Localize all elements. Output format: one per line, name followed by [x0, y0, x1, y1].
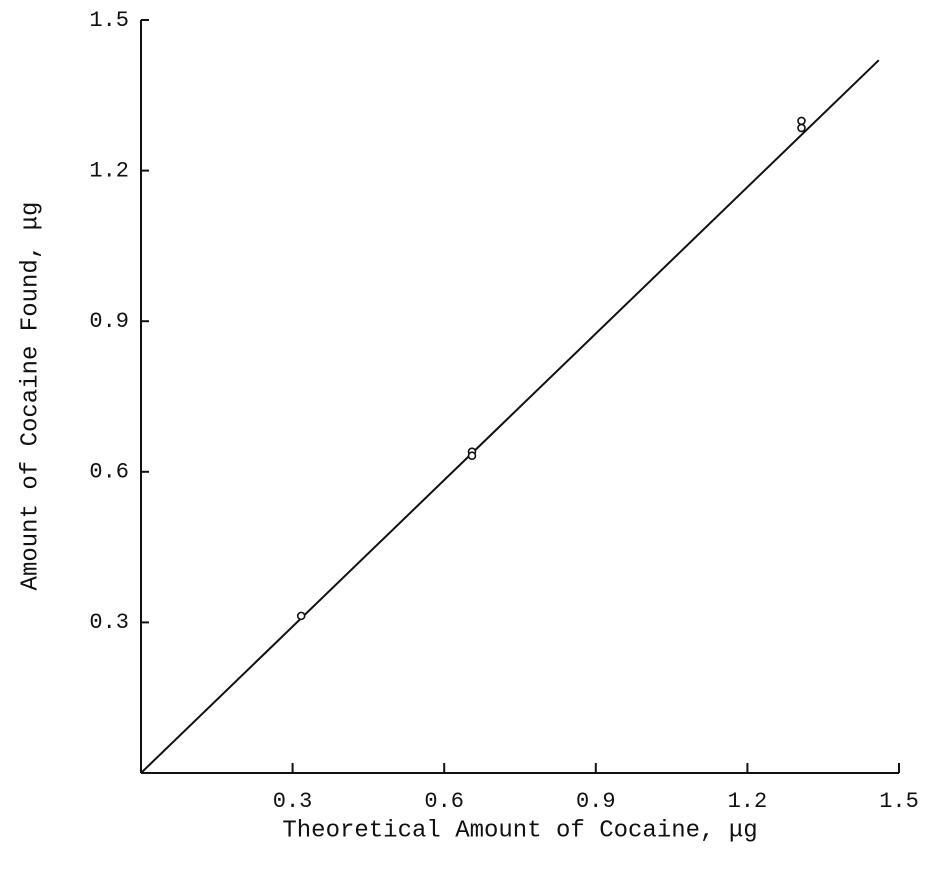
- data-point: [797, 123, 806, 133]
- y-tick-label: 1.2: [89, 158, 129, 183]
- y-axis-label: Amount of Cocaine Found, μg: [17, 202, 44, 591]
- data-point: [296, 611, 306, 621]
- x-tick-label: 0.9: [576, 789, 616, 814]
- y-tick-label: 0.9: [89, 309, 129, 334]
- y-tick-label: 0.6: [89, 460, 129, 485]
- data-point: [467, 451, 477, 461]
- x-tick-label: 0.3: [273, 789, 313, 814]
- y-tick-label: 1.5: [89, 8, 129, 33]
- fit-line: [140, 59, 880, 774]
- x-tick-label: 0.6: [424, 789, 464, 814]
- data-point: [797, 116, 806, 126]
- x-tick-label: 1.2: [728, 789, 768, 814]
- y-tick-label: 0.3: [89, 610, 129, 635]
- x-tick-label: 1.5: [879, 789, 919, 814]
- x-axis-label: Theoretical Amount of Cocaine, μg: [282, 817, 757, 844]
